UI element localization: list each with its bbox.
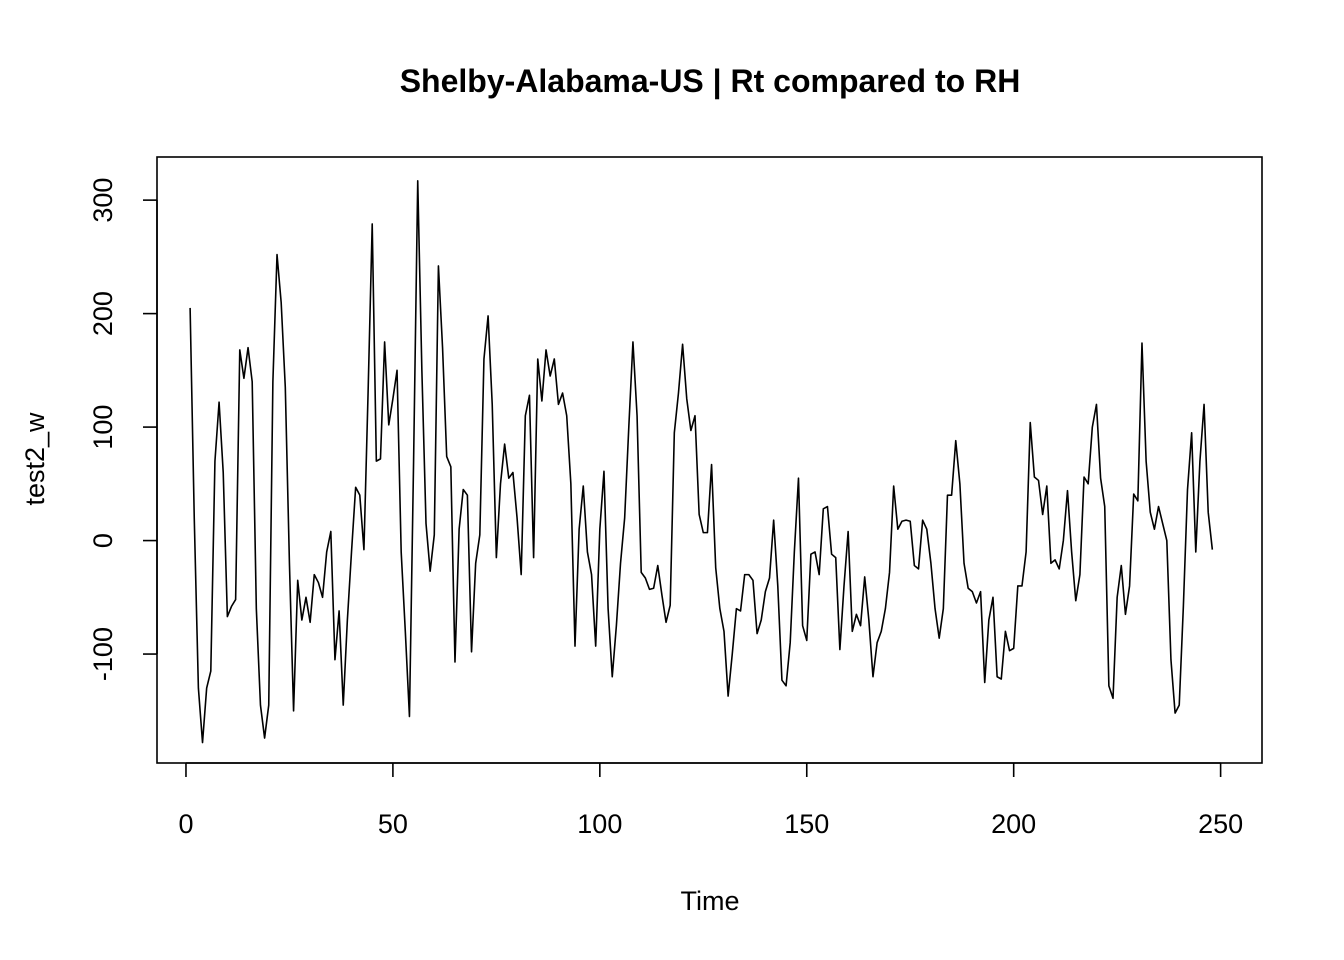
- x-tick-label: 150: [784, 809, 829, 839]
- chart-title: Shelby-Alabama-US | Rt compared to RH: [400, 63, 1021, 99]
- x-tick-label: 100: [577, 809, 622, 839]
- x-tick-label: 250: [1198, 809, 1243, 839]
- plot-frame: [156, 156, 1263, 764]
- series-line: [189, 180, 1214, 744]
- y-tick-label: 200: [88, 291, 118, 336]
- x-tick-label: 50: [378, 809, 408, 839]
- y-tick-label: 0: [88, 533, 118, 548]
- y-tick-label: 300: [88, 178, 118, 223]
- x-tick-label: 0: [178, 809, 193, 839]
- y-axis: -100 0 100 200 300: [88, 178, 158, 681]
- y-tick-label: 100: [88, 405, 118, 450]
- x-axis: 0 50 100 150 200 250: [178, 762, 1243, 839]
- y-axis-label: test2_w: [20, 412, 50, 506]
- y-tick-label: -100: [88, 627, 118, 681]
- x-axis-label: Time: [681, 886, 740, 916]
- x-tick-label: 200: [991, 809, 1036, 839]
